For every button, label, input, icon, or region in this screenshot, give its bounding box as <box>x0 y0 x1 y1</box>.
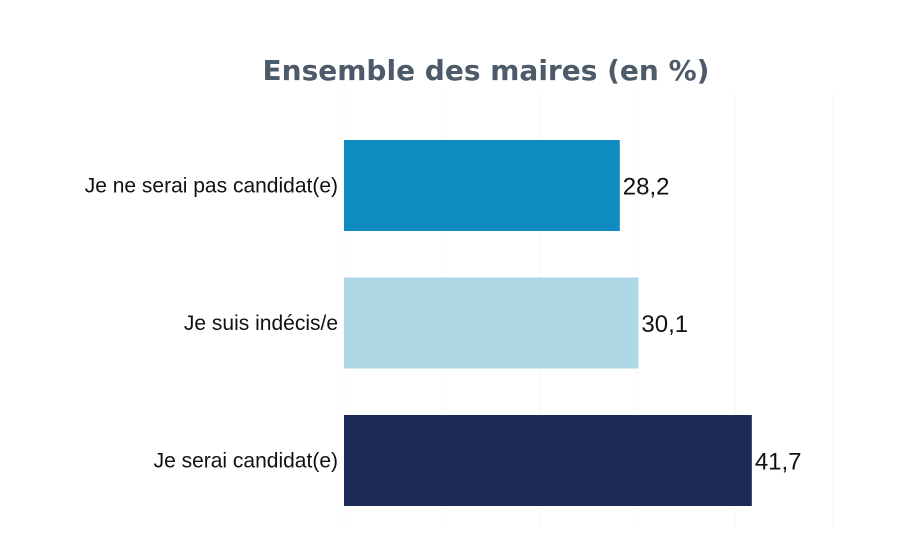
category-label: Je suis indécis/e <box>184 312 338 335</box>
category-label: Je serai candidat(e) <box>154 450 338 473</box>
bar <box>344 140 620 231</box>
category-label: Je ne serai pas candidat(e) <box>85 175 338 198</box>
value-label: 41,7 <box>755 449 802 476</box>
chart-title: Ensemble des maires (en %) <box>263 54 710 87</box>
bar <box>344 415 752 506</box>
value-label: 28,2 <box>623 174 670 201</box>
value-label: 30,1 <box>641 311 688 338</box>
bar <box>344 277 639 369</box>
bars: Je ne serai pas candidat(e) 28,2 Je suis i… <box>85 140 802 506</box>
